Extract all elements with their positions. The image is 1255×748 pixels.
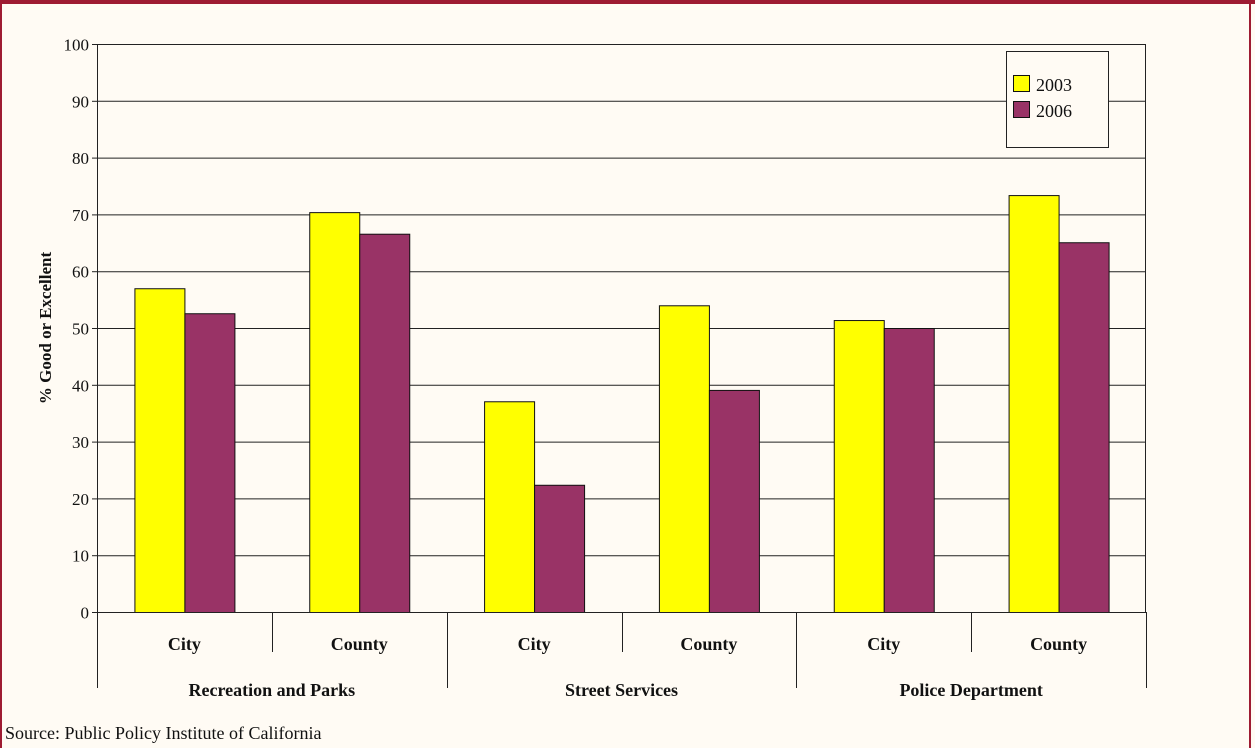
legend-label-2003: 2003: [1036, 75, 1072, 95]
group-label: Street Services: [565, 680, 678, 700]
category-label: County: [680, 634, 737, 654]
bar-2003: [309, 212, 361, 614]
y-tick-label: 80: [72, 149, 89, 168]
y-tick-label: 50: [72, 320, 89, 339]
y-tick-label: 70: [72, 206, 89, 225]
x-axis-labels: City County City County City County Recreation…: [97, 612, 1147, 700]
bar-2003: [658, 305, 710, 613]
grid-lines: [97, 44, 1146, 557]
bar-2003: [833, 320, 885, 613]
y-axis-ticks: 0 10 20 30 40 50 60 70 80 90 100: [64, 36, 97, 623]
y-tick-label: 90: [72, 92, 89, 111]
group-label: Police Department: [899, 680, 1042, 700]
group-label: Recreation and Parks: [188, 680, 355, 700]
bar-2006: [534, 484, 586, 614]
y-tick-label: 40: [72, 376, 89, 395]
y-tick-label: 30: [72, 433, 89, 452]
bar-2006: [883, 328, 935, 613]
bar-2003: [484, 401, 536, 613]
category-label: County: [331, 634, 388, 654]
legend-box: [1006, 51, 1109, 148]
y-tick-label: 0: [81, 604, 90, 623]
y-tick-label: 100: [64, 36, 90, 55]
legend-swatch-2006: [1013, 101, 1030, 118]
y-tick-label: 60: [72, 263, 89, 282]
bars: [134, 195, 1110, 614]
category-label: County: [1030, 634, 1087, 654]
y-tick-label: 20: [72, 490, 89, 509]
bar-2006: [1058, 242, 1110, 613]
source-note: Source: Public Policy Institute of Calif…: [5, 723, 322, 743]
legend: 2003 2006: [1006, 51, 1109, 148]
legend-swatch-2003: [1013, 75, 1030, 92]
bar-2006: [708, 389, 760, 613]
bar-2003: [134, 288, 186, 613]
y-axis-label: % Good or Excellent: [36, 252, 55, 405]
bar-2006: [359, 233, 411, 613]
legend-label-2006: 2006: [1036, 101, 1072, 121]
category-label: City: [867, 634, 900, 654]
category-label: City: [518, 634, 551, 654]
bar-2006: [184, 313, 236, 613]
bar-2003: [1008, 195, 1060, 613]
bar-chart: 0 10 20 30 40 50 60 70 80 90 100 City County City Cou…: [36, 36, 1147, 700]
category-label: City: [168, 634, 201, 654]
top-accent-bar: [0, 0, 1255, 4]
y-tick-label: 10: [72, 547, 89, 566]
